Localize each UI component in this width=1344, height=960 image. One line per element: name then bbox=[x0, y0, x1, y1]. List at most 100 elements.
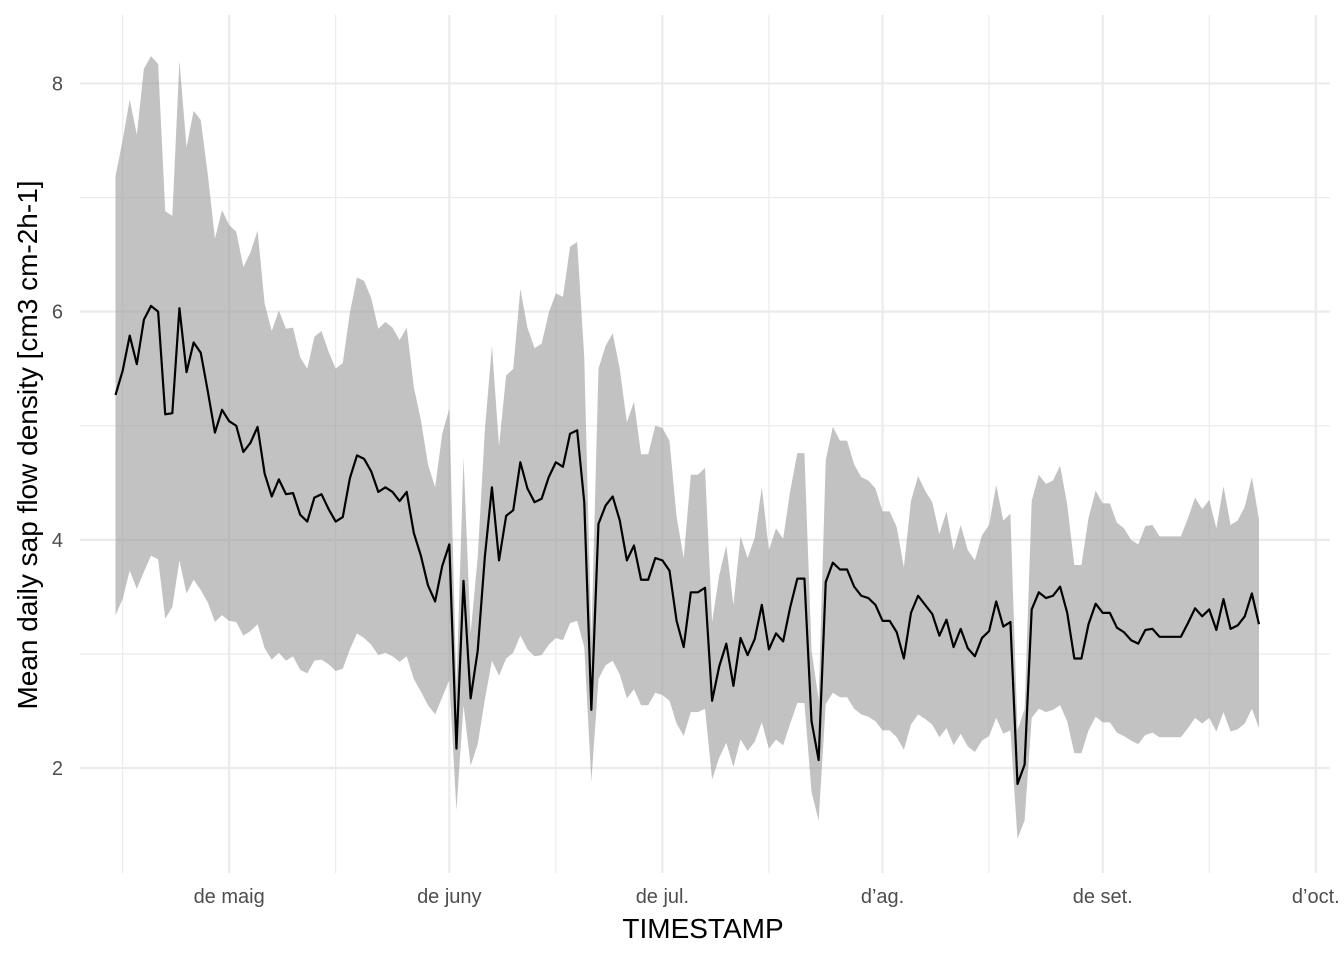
data-point bbox=[136, 363, 138, 365]
data-point bbox=[889, 620, 891, 622]
data-point bbox=[1187, 622, 1189, 624]
data-point bbox=[356, 454, 358, 456]
data-point bbox=[313, 497, 315, 499]
data-point bbox=[633, 545, 635, 547]
data-point bbox=[427, 584, 429, 586]
data-point bbox=[668, 570, 670, 572]
data-point bbox=[306, 521, 308, 523]
data-point bbox=[406, 491, 408, 493]
data-point bbox=[534, 501, 536, 503]
data-point bbox=[896, 631, 898, 633]
data-point bbox=[924, 604, 926, 606]
data-point bbox=[796, 578, 798, 580]
data-point bbox=[647, 579, 649, 581]
data-point bbox=[178, 307, 180, 309]
data-point bbox=[335, 521, 337, 523]
x-tick-label: d’ag. bbox=[861, 886, 904, 908]
data-point bbox=[200, 352, 202, 354]
data-point bbox=[654, 557, 656, 559]
data-point bbox=[1222, 598, 1224, 600]
data-point bbox=[193, 341, 195, 343]
data-point bbox=[1066, 612, 1068, 614]
data-point bbox=[541, 498, 543, 500]
data-point bbox=[960, 628, 962, 630]
data-point bbox=[555, 461, 557, 463]
data-point bbox=[242, 451, 244, 453]
data-point bbox=[1151, 628, 1153, 630]
data-point bbox=[1194, 607, 1196, 609]
data-point bbox=[754, 638, 756, 640]
data-point bbox=[1173, 636, 1175, 638]
data-point bbox=[811, 720, 813, 722]
data-point bbox=[1230, 628, 1232, 630]
data-point bbox=[740, 637, 742, 639]
data-point bbox=[399, 500, 401, 502]
data-point bbox=[782, 640, 784, 642]
data-point bbox=[1244, 615, 1246, 617]
data-point bbox=[995, 600, 997, 602]
data-point bbox=[448, 543, 450, 545]
data-point bbox=[519, 461, 521, 463]
data-point bbox=[1080, 658, 1082, 660]
x-tick-label: d’oct. bbox=[1292, 886, 1340, 908]
data-point bbox=[1144, 629, 1146, 631]
data-point bbox=[967, 647, 969, 649]
data-point bbox=[1038, 591, 1040, 593]
data-point bbox=[938, 635, 940, 637]
data-point bbox=[874, 604, 876, 606]
data-point bbox=[1009, 621, 1011, 623]
data-point bbox=[612, 495, 614, 497]
data-point bbox=[363, 458, 365, 460]
ribbon-area bbox=[115, 56, 1259, 839]
y-axis-ticks: 2 4 6 8 bbox=[52, 73, 63, 780]
data-point bbox=[1052, 595, 1054, 597]
data-point bbox=[747, 654, 749, 656]
data-point bbox=[562, 466, 564, 468]
data-point bbox=[640, 579, 642, 581]
data-point bbox=[1031, 608, 1033, 610]
data-point bbox=[228, 420, 230, 422]
data-point bbox=[491, 486, 493, 488]
data-point bbox=[775, 632, 777, 634]
data-point bbox=[569, 433, 571, 435]
data-point bbox=[526, 488, 528, 490]
mean-line bbox=[114, 304, 1261, 786]
data-point bbox=[981, 637, 983, 639]
data-point bbox=[1159, 636, 1161, 638]
y-axis-title: Mean daily sap flow density [cm3 cm-2h-1… bbox=[12, 180, 43, 709]
data-point bbox=[945, 619, 947, 621]
x-tick-label: de jul. bbox=[636, 886, 689, 908]
data-point bbox=[1024, 764, 1026, 766]
x-tick-label: de set. bbox=[1073, 886, 1133, 908]
data-point bbox=[1251, 592, 1253, 594]
y-tick-label: 8 bbox=[52, 73, 63, 95]
data-point bbox=[988, 630, 990, 632]
data-point bbox=[221, 409, 223, 411]
data-point bbox=[249, 442, 251, 444]
data-point bbox=[207, 391, 209, 393]
data-point bbox=[1045, 597, 1047, 599]
data-point bbox=[1180, 636, 1182, 638]
data-point bbox=[846, 569, 848, 571]
data-point bbox=[882, 620, 884, 622]
data-point bbox=[619, 519, 621, 521]
data-point bbox=[697, 591, 699, 593]
data-point bbox=[576, 429, 578, 431]
data-point bbox=[903, 658, 905, 660]
data-point bbox=[392, 491, 394, 493]
data-point bbox=[725, 643, 727, 645]
data-point bbox=[164, 413, 166, 415]
data-point bbox=[1130, 639, 1132, 641]
data-point bbox=[676, 620, 678, 622]
data-point bbox=[505, 515, 507, 517]
data-point bbox=[498, 559, 500, 561]
data-point bbox=[413, 532, 415, 534]
data-point bbox=[1208, 608, 1210, 610]
data-point bbox=[832, 562, 834, 564]
data-point bbox=[1166, 636, 1168, 638]
data-point bbox=[590, 709, 592, 711]
data-point bbox=[953, 646, 955, 648]
data-point bbox=[441, 565, 443, 567]
data-point bbox=[143, 319, 145, 321]
